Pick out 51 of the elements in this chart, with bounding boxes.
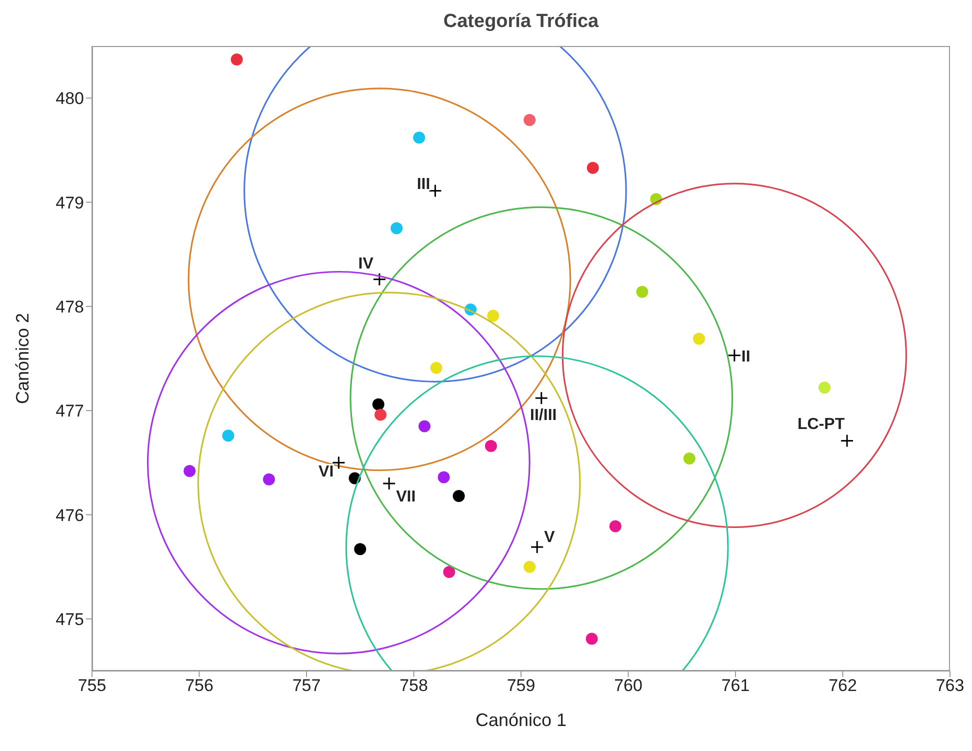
x-tick-label: 762 xyxy=(828,676,857,696)
point xyxy=(484,440,497,452)
point xyxy=(524,114,536,126)
x-tick-label: 763 xyxy=(936,676,964,696)
data-label: VI xyxy=(318,464,334,481)
y-tick-label: 476 xyxy=(56,506,84,525)
point xyxy=(487,310,500,322)
point xyxy=(354,543,366,556)
chart-title: Categoría Trófica xyxy=(442,10,600,34)
point xyxy=(443,566,456,578)
point xyxy=(418,420,430,432)
x-axis-title: Canónico 1 xyxy=(475,710,567,730)
point xyxy=(452,490,465,502)
point xyxy=(524,560,536,573)
y-tick-label: 477 xyxy=(56,402,84,421)
y-axis-title: Canónico 2 xyxy=(12,312,32,404)
y-tick-label: 480 xyxy=(56,89,84,108)
point xyxy=(262,473,275,486)
x-tick-label: 758 xyxy=(400,676,428,696)
point xyxy=(818,382,831,394)
point xyxy=(636,286,648,298)
data-label: IV xyxy=(358,255,374,272)
x-tick-label: 761 xyxy=(721,676,750,696)
point xyxy=(184,465,196,477)
point xyxy=(683,452,696,464)
point xyxy=(693,332,706,345)
point xyxy=(222,430,234,442)
data-label: II/III xyxy=(530,407,557,424)
data-label: II xyxy=(741,348,750,366)
point xyxy=(586,632,598,645)
y-tick-label: 479 xyxy=(56,193,84,212)
point xyxy=(374,408,387,421)
point xyxy=(609,520,622,532)
x-tick-label: 759 xyxy=(506,676,536,696)
x-tick-label: 760 xyxy=(614,676,642,696)
x-tick-label: 757 xyxy=(292,676,321,696)
y-tick-label: 478 xyxy=(56,297,84,316)
data-label: VII xyxy=(396,488,416,506)
point xyxy=(413,132,426,144)
data-label: III xyxy=(416,176,430,193)
x-tick-label: 755 xyxy=(78,676,106,696)
x-tick-label: 756 xyxy=(185,676,214,696)
point xyxy=(438,471,450,484)
y-tick-label: 475 xyxy=(56,610,84,629)
point xyxy=(230,54,243,66)
point xyxy=(390,222,403,234)
point xyxy=(586,162,599,174)
point xyxy=(430,362,442,374)
point xyxy=(372,398,384,410)
data-label: V xyxy=(544,529,556,546)
data-label: LC-PT xyxy=(797,416,845,433)
